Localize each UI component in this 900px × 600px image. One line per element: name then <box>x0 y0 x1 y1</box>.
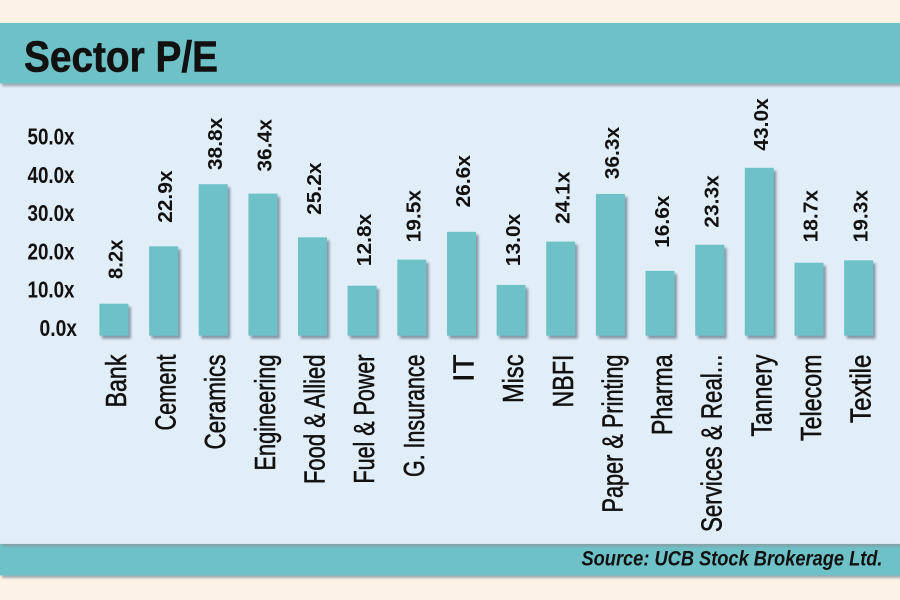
svg-text:Source: UCB Stock Brokerage Lt: Source: UCB Stock Brokerage Ltd. <box>582 548 883 571</box>
svg-text:22.9x: 22.9x <box>154 170 177 223</box>
svg-text:30.0x: 30.0x <box>28 200 75 226</box>
svg-text:Engineering: Engineering <box>250 355 282 471</box>
svg-text:19.3x: 19.3x <box>849 189 872 242</box>
svg-text:10.0x: 10.0x <box>28 277 75 303</box>
svg-text:25.2x: 25.2x <box>303 162 326 215</box>
svg-text:20.0x: 20.0x <box>28 238 75 264</box>
svg-text:Bank: Bank <box>101 354 133 407</box>
svg-text:13.0x: 13.0x <box>502 213 525 266</box>
svg-text:Paper & Printing: Paper & Printing <box>597 355 629 513</box>
svg-text:16.6x: 16.6x <box>651 195 674 248</box>
svg-text:Tannery: Tannery <box>746 354 778 436</box>
svg-text:Misc: Misc <box>498 355 530 404</box>
svg-text:Services & Real...: Services & Real... <box>697 355 729 533</box>
svg-text:50.0x: 50.0x <box>28 124 75 150</box>
svg-text:36.4x: 36.4x <box>254 119 277 172</box>
svg-text:23.3x: 23.3x <box>700 175 723 228</box>
svg-text:Telecom: Telecom <box>796 355 828 442</box>
svg-text:12.8x: 12.8x <box>353 213 376 266</box>
svg-text:43.0x: 43.0x <box>750 98 773 151</box>
svg-text:0.0x: 0.0x <box>40 315 78 341</box>
svg-text:36.3x: 36.3x <box>601 126 624 179</box>
svg-text:Food & Allied: Food & Allied <box>300 355 332 485</box>
svg-text:NBFI: NBFI <box>548 355 580 408</box>
svg-text:G. Insurance: G. Insurance <box>399 355 431 478</box>
svg-text:18.7x: 18.7x <box>800 189 823 242</box>
svg-text:Pharma: Pharma <box>647 354 679 435</box>
svg-text:24.1x: 24.1x <box>552 171 575 224</box>
svg-text:Cement: Cement <box>151 355 183 431</box>
svg-text:Fuel & Power: Fuel & Power <box>349 354 381 483</box>
svg-text:19.5x: 19.5x <box>403 189 426 242</box>
svg-text:8.2x: 8.2x <box>105 239 128 279</box>
svg-text:IT: IT <box>449 354 481 382</box>
svg-text:Ceramics: Ceramics <box>200 355 232 450</box>
svg-text:Sector P/E: Sector P/E <box>24 33 218 82</box>
svg-text:26.6x: 26.6x <box>452 154 475 207</box>
svg-text:40.0x: 40.0x <box>28 162 75 188</box>
svg-text:38.8x: 38.8x <box>204 117 227 170</box>
svg-text:Textile: Textile <box>846 355 878 424</box>
